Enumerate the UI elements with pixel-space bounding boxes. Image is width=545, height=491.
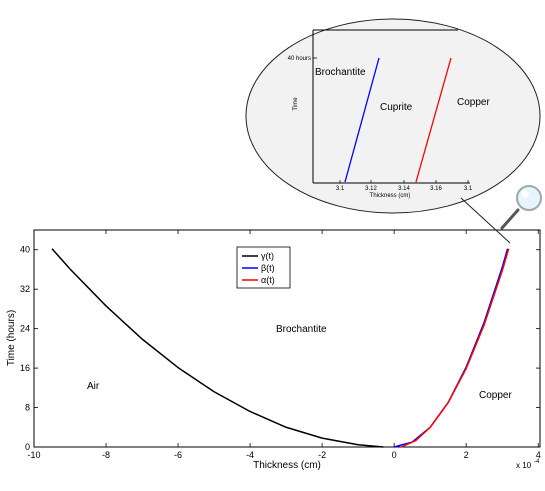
legend-entry-gamma: γ(t) bbox=[242, 251, 274, 261]
y-tick-label: 0 bbox=[25, 442, 30, 452]
magnifier-icon bbox=[500, 185, 542, 230]
y-tick-label: 8 bbox=[25, 403, 30, 413]
x-tick-label: 0 bbox=[392, 450, 397, 460]
inset-x-tick-label: 3.1 bbox=[336, 186, 345, 192]
x-tick-label: -4 bbox=[246, 450, 254, 460]
inset-label-brochantite: Brochantite bbox=[315, 67, 366, 78]
inset-line-alpha bbox=[415, 57, 452, 183]
region-label-brochantite: Brochantite bbox=[276, 324, 327, 335]
x-axis-label: Thickness (cm) bbox=[253, 460, 321, 471]
y-tick-label: 32 bbox=[20, 284, 30, 294]
series-line-1 bbox=[51, 248, 384, 448]
x-scale-exponent: -4 bbox=[534, 459, 540, 465]
inset-y-axis-label: Time bbox=[293, 97, 299, 111]
inset-x-axis-label: Thickness (cm) bbox=[370, 193, 411, 199]
y-tick-label: 16 bbox=[20, 363, 30, 373]
inset-x-tick-label: 3.1 bbox=[464, 186, 473, 192]
x-scale-multiplier: x 10 bbox=[516, 461, 532, 470]
main-y-ticks: 0 8 16 24 32 40 bbox=[20, 245, 540, 452]
main-plot-frame bbox=[33, 229, 541, 448]
inset-x-tick-label: 3.12 bbox=[365, 186, 377, 192]
inset-label-copper: Copper bbox=[457, 97, 490, 108]
inset-ytick-label: 40 hours bbox=[288, 56, 311, 62]
inset-label-cuprite: Cuprite bbox=[380, 102, 413, 113]
legend: γ(t) β(t) α(t) bbox=[236, 246, 291, 289]
x-tick-label: 2 bbox=[464, 450, 469, 460]
region-label-copper: Copper bbox=[479, 390, 512, 401]
zoom-pointer-line bbox=[460, 197, 511, 244]
series-line-2 bbox=[393, 248, 509, 448]
x-tick-label: -6 bbox=[174, 450, 182, 460]
legend-entry-alpha: α(t) bbox=[242, 275, 275, 285]
legend-label-beta: β(t) bbox=[261, 263, 275, 273]
legend-entry-beta: β(t) bbox=[242, 263, 275, 273]
x-tick-label: -10 bbox=[27, 450, 40, 460]
main-series-group bbox=[51, 248, 510, 448]
y-axis-label: Time (hours) bbox=[6, 310, 17, 366]
series-line-3 bbox=[401, 248, 510, 448]
zoom-callout: 40 hours Time 3.1 3.12 3.14 3.16 3.1 Thickne… bbox=[245, 18, 542, 244]
inset-x-tick-label: 3.16 bbox=[430, 186, 442, 192]
inset-line-beta bbox=[344, 57, 380, 183]
y-tick-label: 24 bbox=[20, 324, 30, 334]
x-tick-label: -8 bbox=[102, 450, 110, 460]
main-x-ticks: -10 -8 -6 -4 -2 0 2 4 bbox=[27, 230, 541, 460]
inset-x-ticks: 3.1 3.12 3.14 3.16 3.1 bbox=[336, 180, 473, 192]
x-tick-label: -2 bbox=[318, 450, 326, 460]
inset-x-tick-label: 3.14 bbox=[398, 186, 410, 192]
zoom-ellipse bbox=[245, 18, 541, 214]
legend-label-gamma: γ(t) bbox=[261, 251, 274, 261]
y-tick-label: 40 bbox=[20, 245, 30, 255]
region-label-air: Air bbox=[87, 381, 100, 392]
x-tick-label: 4 bbox=[536, 450, 541, 460]
legend-label-alpha: α(t) bbox=[261, 275, 275, 285]
